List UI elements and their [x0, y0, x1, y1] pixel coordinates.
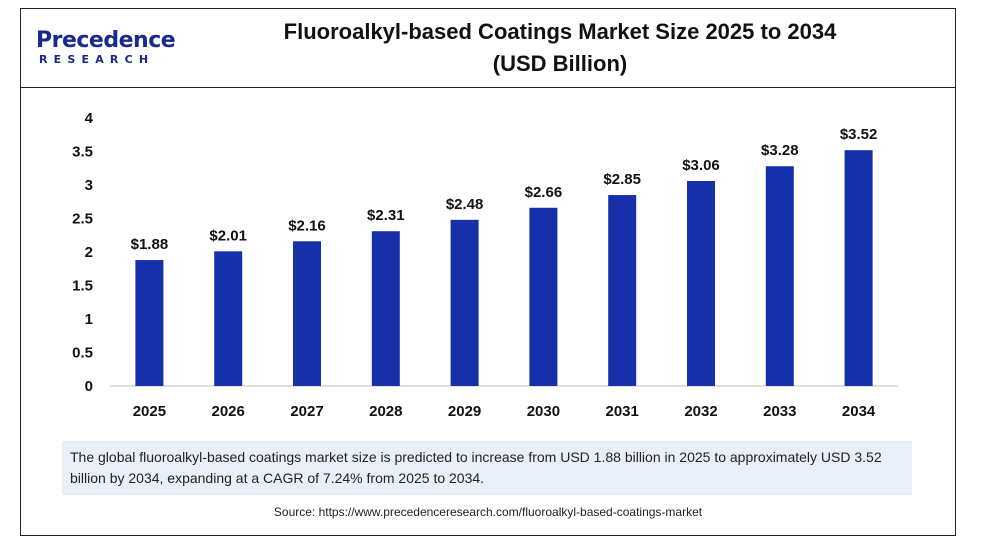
- summary-note: The global fluoroalkyl-based coatings ma…: [62, 441, 912, 495]
- y-tick-label: 3.5: [72, 144, 93, 161]
- bar: [529, 207, 558, 386]
- bar: [371, 231, 400, 386]
- x-tick-label: 2033: [763, 403, 796, 420]
- data-label: $2.48: [446, 196, 484, 213]
- x-tick-label: 2030: [527, 403, 560, 420]
- x-tick-label: 2032: [684, 403, 717, 420]
- data-label: $2.31: [367, 207, 405, 224]
- x-tick-label: 2027: [290, 403, 323, 420]
- y-tick-label: 1.5: [72, 278, 93, 295]
- bar: [214, 251, 243, 386]
- data-label: $2.66: [525, 184, 563, 201]
- y-tick-label: 2: [85, 244, 93, 261]
- bar: [765, 166, 794, 386]
- data-label: $2.85: [603, 171, 641, 188]
- chart-title-line2: (USD Billion): [492, 51, 628, 76]
- x-tick-label: 2029: [448, 403, 481, 420]
- bar: [844, 150, 873, 386]
- y-tick-label: 0.5: [72, 345, 93, 362]
- data-label: $3.52: [840, 126, 878, 143]
- data-label: $3.06: [682, 157, 720, 174]
- x-tick-label: 2026: [212, 403, 245, 420]
- x-tick-label: 2025: [133, 403, 166, 420]
- bar: [450, 219, 479, 386]
- data-label: $1.88: [131, 236, 169, 253]
- y-tick-label: 3: [85, 177, 93, 194]
- y-tick-label: 1: [85, 311, 93, 328]
- bar: [293, 241, 321, 386]
- data-label: $2.01: [209, 227, 247, 244]
- brand-logo: Precedence RESEARCH: [36, 28, 176, 74]
- source-citation: Source: https://www.precedenceresearch.c…: [273, 505, 703, 519]
- bar: [608, 195, 637, 386]
- brand-name: Precedence: [36, 28, 176, 53]
- bar: [135, 260, 164, 386]
- y-tick-label: 0: [85, 378, 93, 395]
- x-tick-label: 2034: [842, 403, 876, 420]
- x-tick-label: 2031: [606, 403, 639, 420]
- y-tick-label: 2.5: [72, 211, 93, 228]
- data-label: $2.16: [288, 217, 326, 234]
- header-divider: [20, 87, 956, 88]
- bar: [687, 180, 715, 386]
- chart-title-line1: Fluoroalkyl-based Coatings Market Size 2…: [283, 19, 837, 44]
- x-tick-label: 2028: [369, 403, 402, 420]
- bar-chart: 0 0.5 1 1.5 2 2.5 3 3.5 4 $1.88 2025 $2.01 2026 $2.16…: [72, 110, 898, 420]
- y-tick-label: 4: [85, 110, 94, 127]
- chart-title: Fluoroalkyl-based Coatings Market Size 2…: [200, 16, 920, 80]
- brand-subtitle: RESEARCH: [39, 53, 155, 66]
- data-label: $3.28: [761, 142, 799, 159]
